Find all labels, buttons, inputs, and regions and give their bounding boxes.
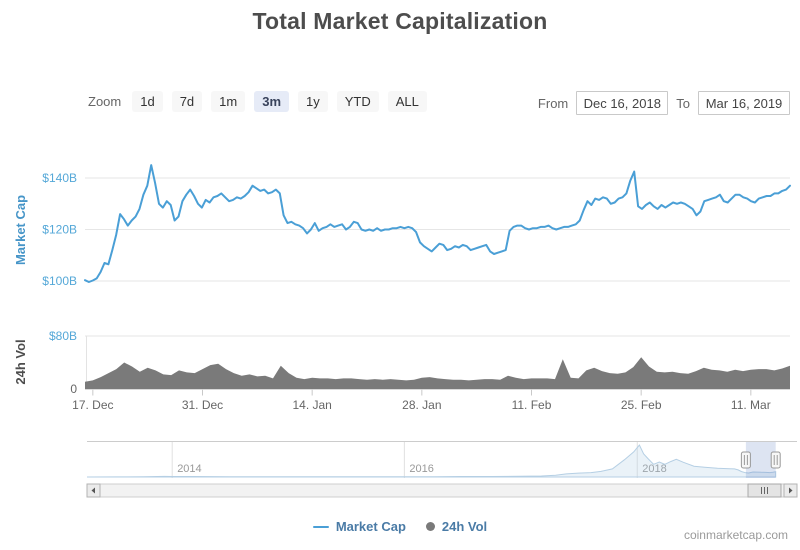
legend-label-market-cap: Market Cap: [335, 519, 406, 534]
navigator-handle-left[interactable]: [740, 451, 751, 469]
date-range-group: From To: [538, 91, 790, 115]
watermark: coinmarketcap.com: [683, 528, 788, 542]
from-label: From: [537, 95, 569, 111]
from-date-input[interactable]: [576, 91, 669, 115]
x-axis-tick-label: 31. Dec: [182, 398, 223, 412]
zoom-button-1m[interactable]: 1m: [211, 91, 246, 112]
legend-item-24h-vol[interactable]: 24h Vol: [425, 519, 488, 534]
page-title: Total Market Capitalization: [252, 8, 548, 34]
zoom-button-3m[interactable]: 3m: [254, 91, 290, 112]
zoom-button-1d[interactable]: 1d: [132, 91, 163, 112]
zoom-button-group: Zoom 1d 7d 1m 3m 1y YTD ALL: [88, 91, 427, 112]
x-axis-tick-label: 28. Jan: [402, 398, 441, 412]
navigator-series: [86, 444, 777, 478]
line-marker-icon: [312, 525, 329, 528]
toolbar: Zoom 1d 7d 1m 3m 1y YTD ALL From To: [0, 91, 800, 117]
navigator-year-label: 2018: [642, 463, 666, 475]
market-cap-line: [84, 164, 791, 283]
navigator-handle-right[interactable]: [770, 451, 781, 469]
volume-area: [85, 357, 790, 389]
zoom-button-all[interactable]: ALL: [387, 91, 427, 112]
legend-item-market-cap[interactable]: Market Cap: [312, 519, 406, 534]
x-axis-tick-label: 25. Feb: [621, 398, 662, 412]
navigator-year-label: 2014: [177, 463, 201, 475]
x-axis-tick-label: 14. Jan: [292, 398, 331, 412]
legend-label-24h-vol: 24h Vol: [441, 519, 488, 534]
to-date-input[interactable]: [698, 91, 790, 115]
x-axis-tick-label: 11. Feb: [512, 398, 552, 412]
zoom-button-7d[interactable]: 7d: [171, 91, 203, 112]
y-axis-tick-label: $100B: [42, 274, 77, 288]
scrollbar-track[interactable]: [86, 483, 798, 498]
scrollbar-right-arrow-icon: [789, 487, 793, 494]
zoom-button-1y[interactable]: 1y: [298, 91, 328, 112]
y-axis-tick-label: $120B: [42, 223, 77, 237]
scrollbar-left-arrow-icon: [91, 487, 95, 494]
zoom-button-ytd[interactable]: YTD: [336, 91, 379, 112]
x-axis-tick-label: 11. Mar: [731, 398, 771, 412]
y-axis-tick-label: 0: [70, 382, 77, 396]
navigator-year-label: 2016: [409, 463, 433, 475]
y-axis-tick-label: $80B: [49, 329, 77, 343]
market-cap-axis-title: Market Cap: [13, 195, 28, 265]
circle-marker-icon: [425, 522, 435, 531]
x-axis-tick-label: 17. Dec: [72, 398, 113, 412]
y-axis-tick-label: $140B: [42, 171, 77, 185]
legend: Market Cap 24h Vol: [0, 519, 800, 534]
to-label: To: [676, 95, 690, 111]
zoom-label: Zoom: [88, 94, 122, 109]
vol-axis-title: 24h Vol: [13, 339, 28, 384]
